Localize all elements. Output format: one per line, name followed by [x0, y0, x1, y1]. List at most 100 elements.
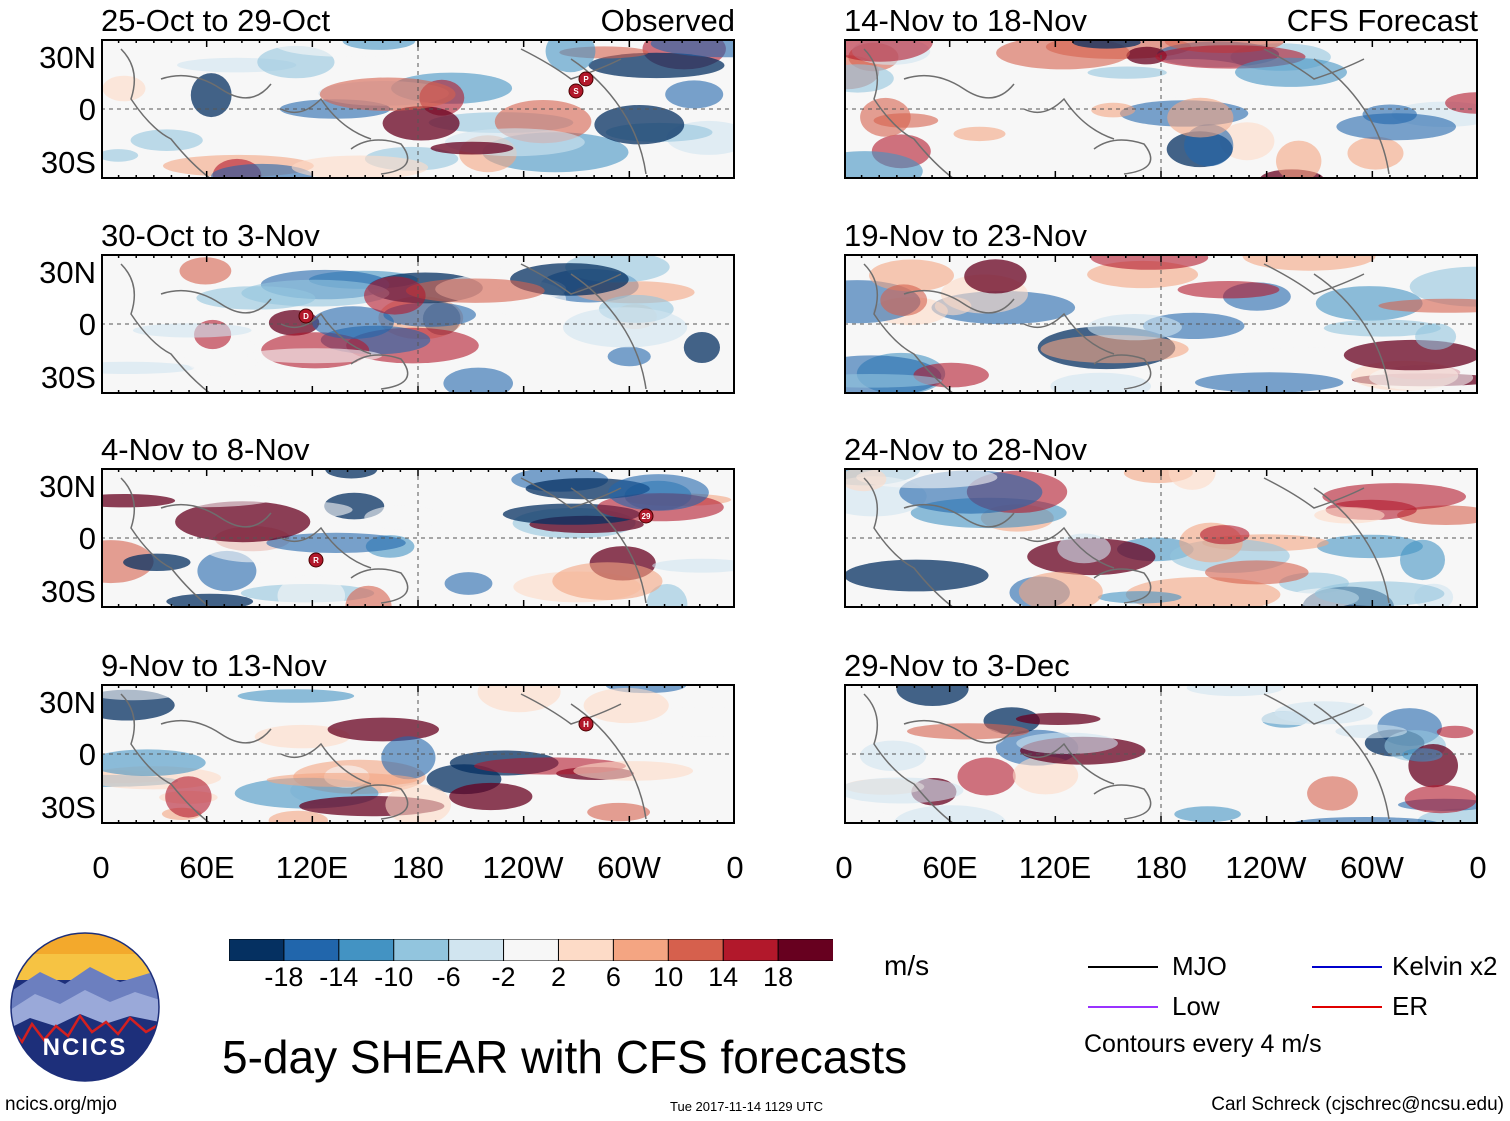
coastline [863, 48, 1390, 179]
lat-label: 0 [78, 92, 96, 127]
shear-map-panel: 29 R [101, 468, 735, 608]
legend-label-low: Low [1172, 991, 1220, 1021]
shear-map-panel: D [101, 254, 735, 394]
lon-label: 0 [1469, 850, 1487, 885]
lat-label: 30N [39, 255, 96, 290]
colorbar-tick-label: -14 [319, 962, 359, 992]
panel-title: 4-Nov to 8-Nov [101, 432, 310, 467]
shear-field [101, 254, 721, 394]
lat-label: 0 [78, 307, 96, 342]
lat-label: 30N [39, 40, 96, 75]
shear-field [101, 39, 735, 179]
legend-label-kelvin: Kelvin x2 [1392, 951, 1498, 981]
colorbar-swatch [228, 938, 285, 962]
lon-label: 0 [92, 850, 110, 885]
storm-marker: S [568, 83, 584, 99]
lat-label: 30N [39, 685, 96, 720]
colorbar-swatch [667, 938, 725, 962]
colorbar-swatch [503, 938, 560, 962]
shear-field [844, 684, 1478, 824]
lon-label: 0 [726, 850, 744, 885]
storm-marker: H [578, 716, 594, 732]
site-url: ncics.org/mjo [5, 1094, 117, 1115]
shear-field [844, 468, 1478, 608]
contour-note: Contours every 4 m/s [1084, 1030, 1322, 1058]
shear-map-panel [844, 254, 1478, 394]
lon-label: 120W [1225, 850, 1307, 885]
panel-title: 19-Nov to 23-Nov [844, 218, 1087, 253]
colorbar-tick-label: -6 [436, 962, 461, 992]
colorbar-tick-label: 6 [605, 962, 621, 992]
storm-label: R [313, 556, 319, 565]
lon-label: 120E [1018, 850, 1092, 885]
lon-label: 0 [835, 850, 853, 885]
legend-line-kelvin [1312, 966, 1382, 968]
coastline [120, 263, 647, 394]
lon-label: 60E [179, 850, 235, 885]
shear-field [101, 468, 735, 608]
shear-map-panel [844, 468, 1478, 608]
coastline [863, 477, 1390, 608]
coastline [120, 477, 647, 608]
storm-marker: P [578, 71, 594, 87]
legend-line-er [1312, 1006, 1382, 1008]
coastline [863, 263, 1390, 394]
shear-map-panel: H [101, 684, 735, 824]
lon-label: 180 [392, 850, 444, 885]
legend-line-low [1088, 1006, 1158, 1008]
storm-label: P [583, 75, 589, 84]
lat-label: 0 [78, 737, 96, 772]
shear-field [844, 254, 1478, 394]
colorbar-tick-label: -18 [264, 962, 304, 992]
coastline [120, 693, 647, 824]
colorbar-swatch [393, 938, 450, 962]
storm-label: S [573, 87, 579, 96]
author-credit: Carl Schreck (cjschrec@ncsu.edu) [1211, 1094, 1504, 1115]
ncics-logo: NCICS [10, 932, 160, 1082]
colorbar-tick-label: -2 [491, 962, 516, 992]
storm-label: H [583, 720, 589, 729]
lon-label: 180 [1135, 850, 1187, 885]
coastline [863, 693, 1390, 824]
panel-title: 30-Oct to 3-Nov [101, 218, 320, 253]
legend-line-mjo [1088, 966, 1158, 968]
logo-text: NCICS [42, 1034, 128, 1061]
lon-label: 60E [922, 850, 978, 885]
lat-label: 30S [40, 790, 96, 825]
colorbar-tick-label: 2 [550, 962, 566, 992]
lat-label: 0 [78, 521, 96, 556]
colorbar-tick-label: -10 [374, 962, 414, 992]
observed-label: Observed [600, 3, 735, 38]
lat-label: 30N [39, 469, 96, 504]
colorbar-swatches [228, 938, 835, 962]
panel-title: 14-Nov to 18-Nov [844, 3, 1087, 38]
legend-label-mjo: MJO [1172, 951, 1227, 981]
panel-title: 24-Nov to 28-Nov [844, 432, 1087, 467]
colorbar-tick-label: 14 [708, 962, 739, 992]
colorbar-swatch [283, 938, 340, 962]
colorbar-swatch [777, 938, 835, 962]
storm-label: 29 [642, 512, 651, 521]
panel-title: 25-Oct to 29-Oct [101, 3, 331, 38]
shear-map-panel [844, 684, 1478, 824]
storm-marker: 29 [638, 508, 654, 524]
colorbar-swatch [448, 938, 505, 962]
colorbar-swatch [557, 938, 615, 962]
lon-label: 120W [482, 850, 564, 885]
lon-label: 60W [597, 850, 661, 885]
lat-label: 30S [40, 145, 96, 180]
coastline [120, 48, 647, 179]
shear-field [101, 684, 735, 824]
lat-label: 30S [40, 574, 96, 609]
colorbar-swatch [338, 938, 395, 962]
colorbar-tick-label: 18 [763, 962, 794, 992]
colorbar [228, 938, 835, 962]
colorbar-swatch [612, 938, 670, 962]
figure-title: 5-day SHEAR with CFS forecasts [222, 1031, 908, 1083]
forecast-label: CFS Forecast [1286, 3, 1478, 38]
lat-label: 30S [40, 360, 96, 395]
panel-title: 9-Nov to 13-Nov [101, 648, 327, 683]
lon-label: 120E [275, 850, 349, 885]
colorbar-swatch [722, 938, 780, 962]
